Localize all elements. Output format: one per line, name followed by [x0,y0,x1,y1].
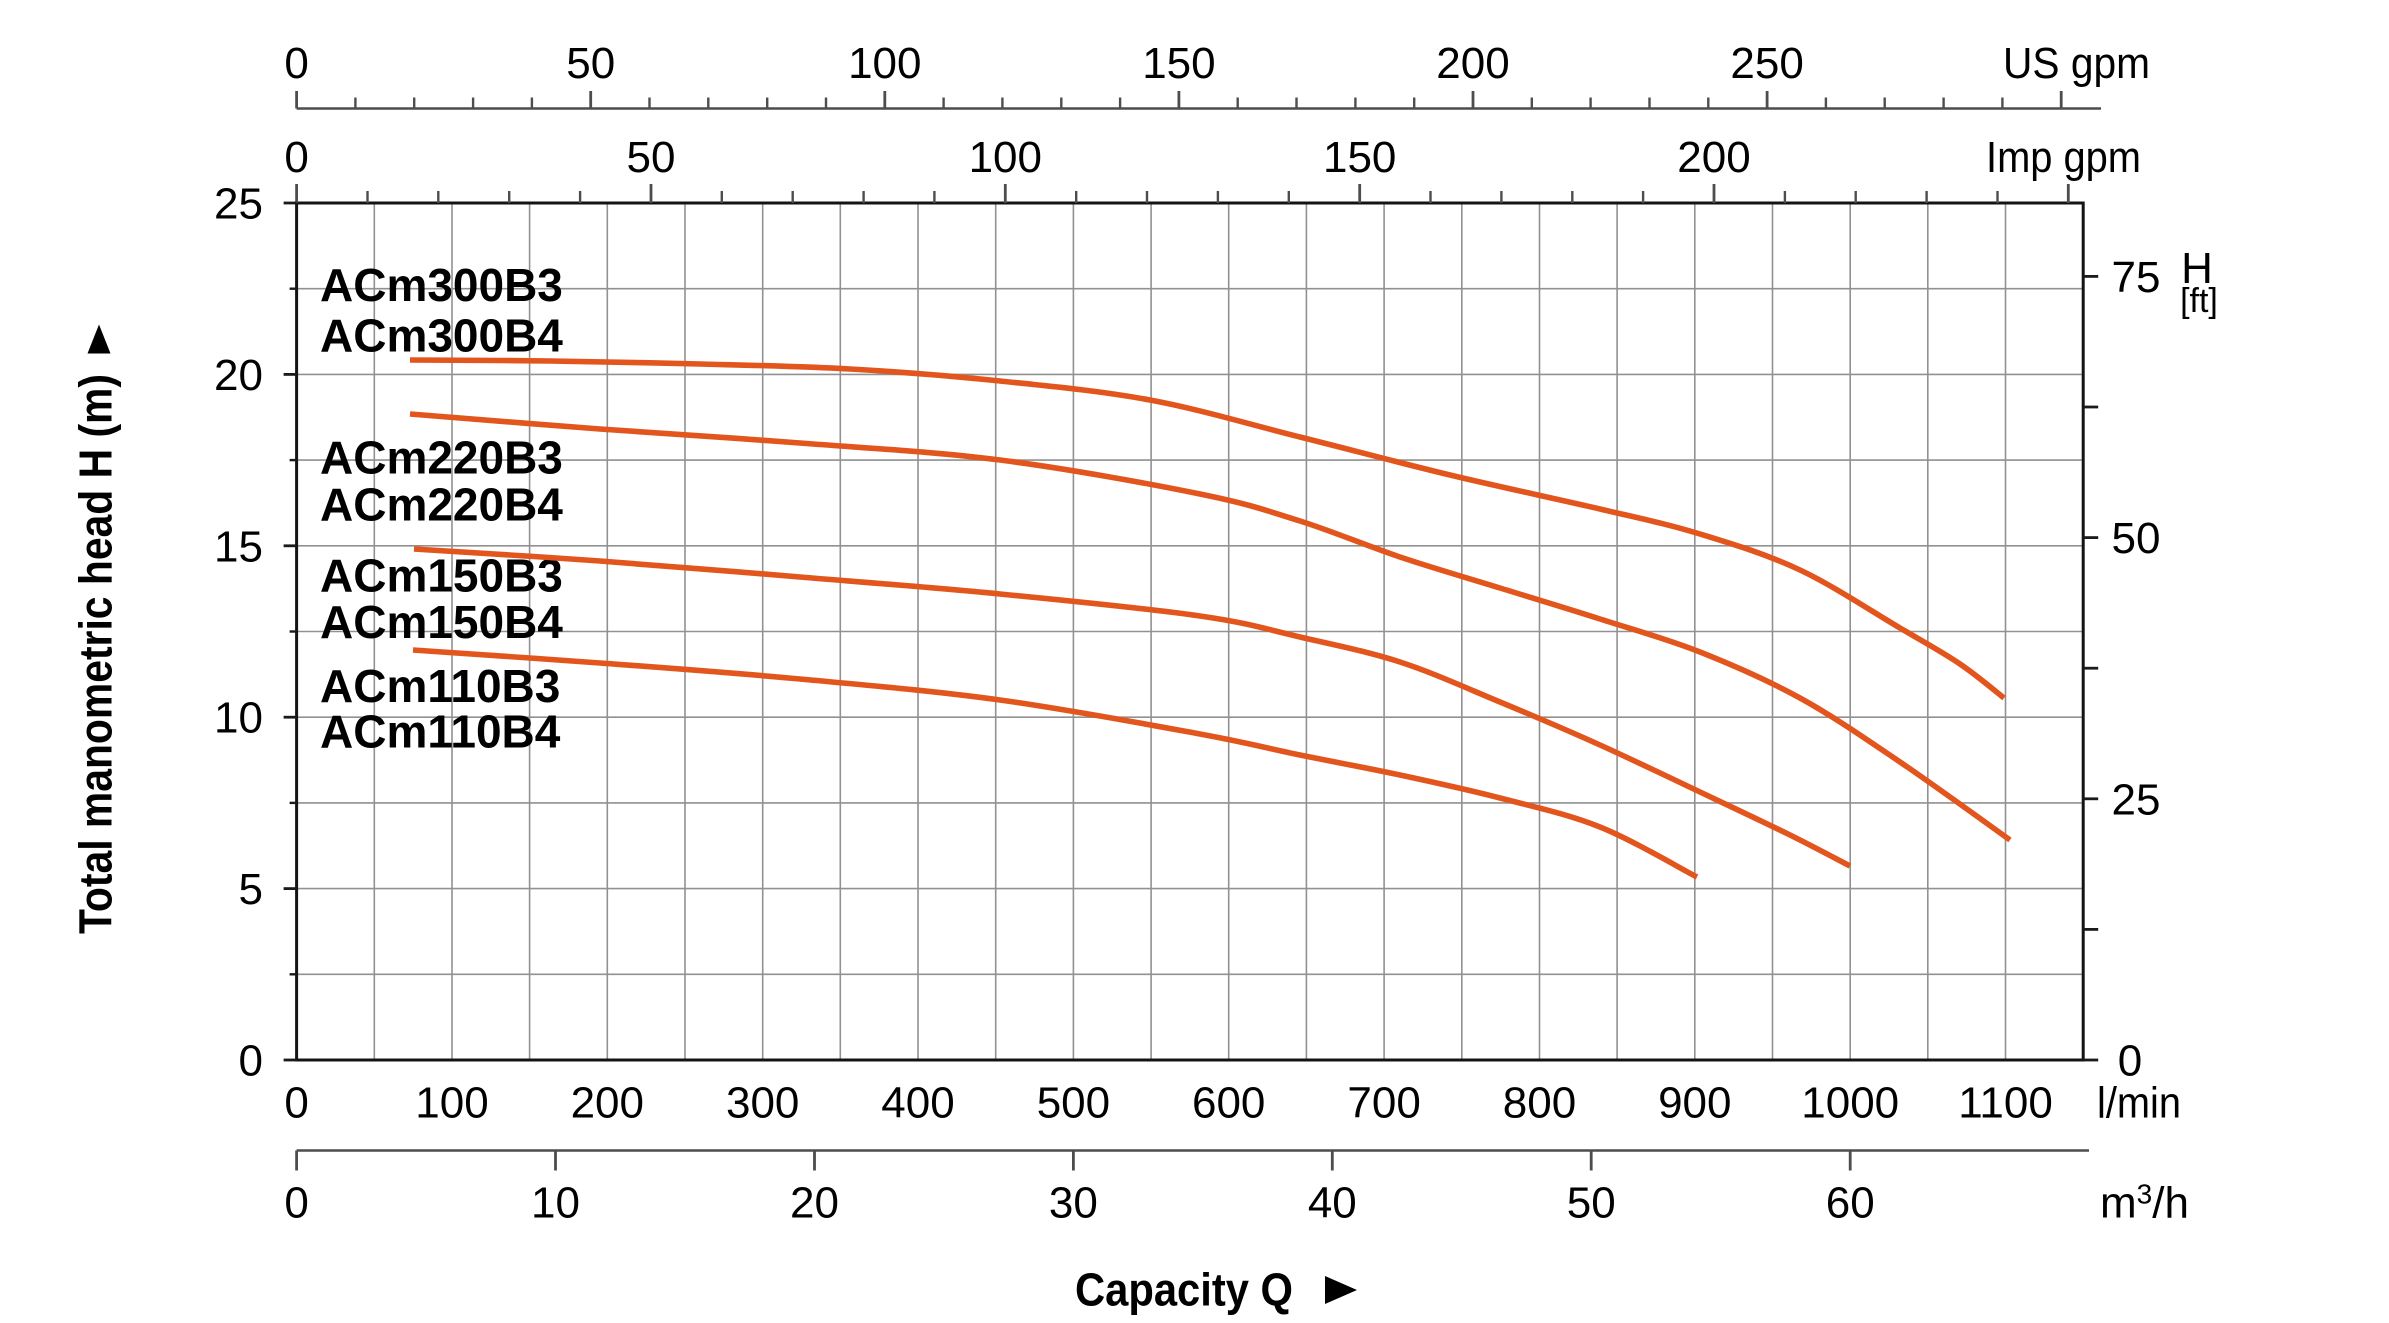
svg-text:200: 200 [571,1079,644,1128]
svg-text:0: 0 [284,1179,308,1228]
svg-text:0: 0 [2118,1037,2142,1086]
svg-text:150: 150 [1323,133,1396,182]
svg-text:50: 50 [2112,514,2161,563]
svg-text:200: 200 [1436,39,1509,88]
svg-text:300: 300 [726,1079,799,1128]
svg-text:100: 100 [415,1079,488,1128]
svg-text:Total manometric head H (m): Total manometric head H (m) [70,374,122,934]
svg-text:ACm300B3: ACm300B3 [320,259,563,311]
svg-text:ACm220B3: ACm220B3 [320,432,563,484]
svg-text:0: 0 [284,133,308,182]
svg-text:15: 15 [214,522,263,571]
svg-text:20: 20 [214,351,263,400]
svg-text:25: 25 [214,180,263,229]
svg-text:0: 0 [284,1079,308,1128]
svg-text:150: 150 [1142,39,1215,88]
svg-text:200: 200 [1677,133,1750,182]
svg-text:ACm150B4: ACm150B4 [320,596,563,648]
svg-text:Capacity Q: Capacity Q [1075,1264,1293,1316]
svg-text:l/min: l/min [2097,1079,2181,1128]
svg-text:Imp gpm: Imp gpm [1986,133,2141,182]
svg-text:600: 600 [1192,1079,1265,1128]
svg-text:800: 800 [1503,1079,1576,1128]
svg-text:m3/h: m3/h [2100,1179,2189,1228]
svg-text:5: 5 [239,865,263,914]
svg-text:500: 500 [1037,1079,1110,1128]
svg-text:ACm110B3: ACm110B3 [320,660,560,712]
svg-text:[ft]: [ft] [2180,282,2218,320]
svg-text:50: 50 [627,133,676,182]
svg-text:10: 10 [531,1179,580,1228]
svg-text:25: 25 [2112,775,2161,824]
svg-text:US gpm: US gpm [2003,39,2150,88]
svg-text:1000: 1000 [1801,1079,1899,1128]
svg-text:50: 50 [1567,1179,1616,1228]
svg-text:0: 0 [239,1037,263,1086]
svg-text:1100: 1100 [1958,1079,2053,1128]
svg-text:0: 0 [284,39,308,88]
svg-text:100: 100 [848,39,921,88]
svg-text:ACm110B4: ACm110B4 [320,706,561,758]
svg-text:H: H [2181,244,2213,293]
svg-text:700: 700 [1347,1079,1420,1128]
svg-text:10: 10 [214,694,263,743]
svg-text:100: 100 [969,133,1042,182]
svg-text:900: 900 [1658,1079,1731,1128]
svg-text:400: 400 [881,1079,954,1128]
svg-text:30: 30 [1049,1179,1098,1228]
svg-text:60: 60 [1826,1179,1875,1228]
svg-text:ACm220B4: ACm220B4 [320,479,563,531]
svg-text:ACm300B4: ACm300B4 [320,310,563,362]
svg-text:250: 250 [1730,39,1803,88]
svg-text:40: 40 [1308,1179,1357,1228]
svg-text:20: 20 [790,1179,839,1228]
svg-text:50: 50 [566,39,615,88]
svg-text:75: 75 [2112,253,2161,302]
